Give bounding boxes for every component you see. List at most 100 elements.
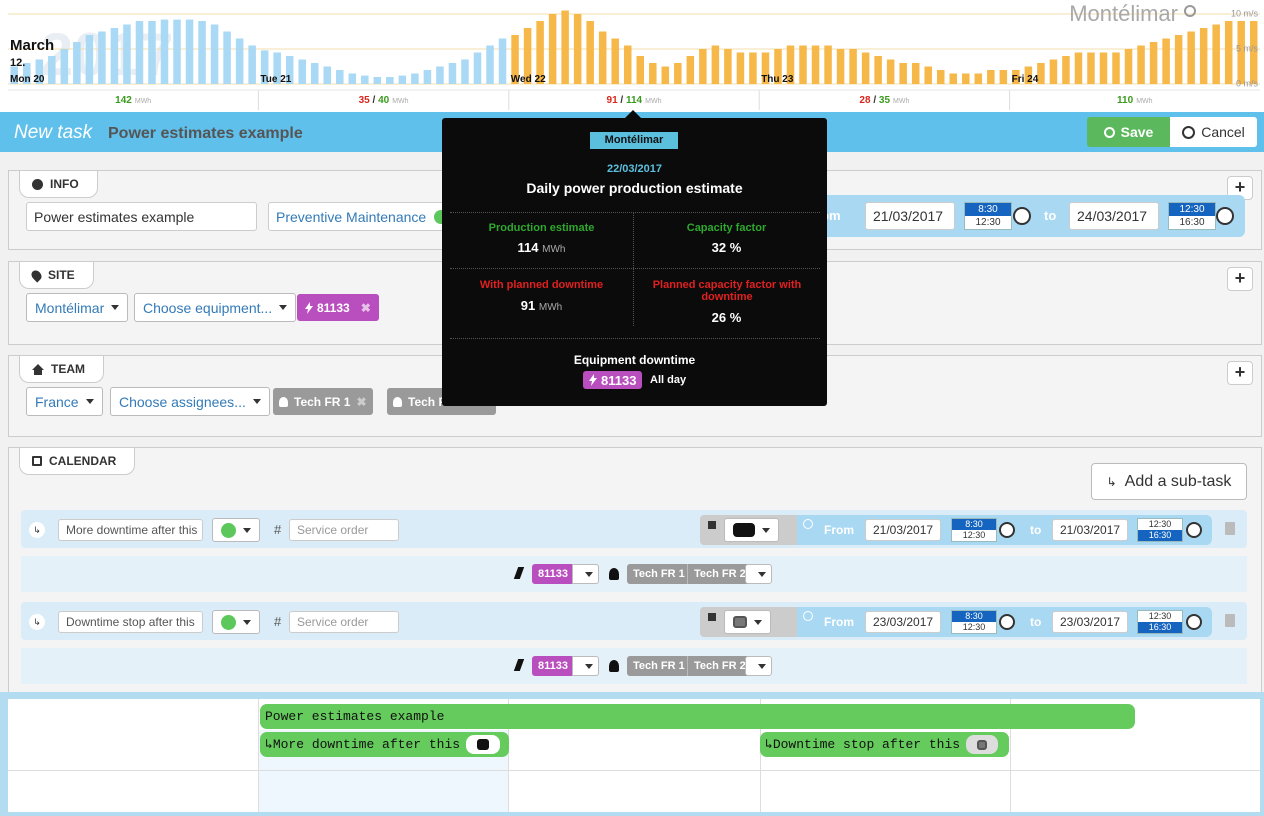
metric-label: With planned downtime [479,279,604,291]
remove[interactable]: ✖ [360,300,371,315]
tooltip-title: Daily power production estimate [526,180,743,196]
bar [473,52,482,84]
team-label: TEAM [51,362,85,376]
trash[interactable] [1225,522,1235,535]
bar [235,38,244,84]
bar [974,73,983,84]
expand-button[interactable]: + [1227,267,1253,291]
status-select[interactable] [724,518,779,542]
bar [411,73,419,84]
add-subtask-button[interactable]: ↳ Add a sub-task [1091,463,1247,500]
arrow [625,110,641,118]
bar [836,49,845,84]
equipment-tag[interactable]: 81133 [532,564,574,584]
gantt-subtask[interactable]: ↳ More downtime after this [260,732,509,757]
from-time[interactable]: 8:30 12:30 [964,202,1012,230]
equipment-dropdown[interactable] [572,564,599,584]
icon [279,396,288,407]
flag [708,521,716,529]
production-value: 35 [359,95,371,106]
remove[interactable]: ✖ [356,394,367,409]
assignee-tag[interactable]: Tech FR 1 [627,656,691,676]
bar [774,49,782,84]
icon [29,267,44,283]
downtime-period: All day [650,374,687,386]
assignee-select[interactable]: Choose assignees... [110,387,270,416]
clock-icon[interactable] [1186,522,1202,538]
bar [649,63,657,84]
clock-icon[interactable] [1013,207,1031,225]
to-date[interactable]: 23/03/2017 [1052,611,1128,633]
add-label: Add a sub-task [1124,472,1232,490]
day-label: Tue 21 [260,74,291,85]
assignee-dropdown[interactable] [745,564,772,584]
from-date[interactable]: 21/03/2017 [865,202,955,230]
bar [1149,42,1158,84]
type-select[interactable]: Preventive Maintenance [268,202,448,231]
bar [85,35,94,84]
from-date[interactable]: 23/03/2017 [865,611,941,633]
bar [73,42,81,84]
subtask-name[interactable]: More downtime after this [58,519,203,541]
gantt-task[interactable]: Power estimates example [260,704,1135,729]
clock-icon[interactable] [1186,614,1202,630]
day-label: Fri 24 [1012,74,1039,85]
color-select[interactable] [212,610,260,634]
production-value: 114 [626,95,643,106]
assignee-tag[interactable]: Tech FR 2 [687,656,752,676]
assignee-tag[interactable]: Tech FR 1 [627,564,691,584]
expand-button[interactable]: + [1227,361,1253,385]
equipment-tag[interactable]: 81133 [532,656,574,676]
trash[interactable] [1225,614,1235,627]
from-time[interactable]: 8:30 12:30 [951,610,997,634]
country-select[interactable]: France [26,387,103,416]
name-input[interactable]: Power estimates example [26,202,257,231]
placeholder: Choose equipment... [143,299,273,316]
equipment-select[interactable]: Choose equipment... [134,293,297,322]
to-time[interactable]: 12:30 16:30 [1137,610,1183,634]
save-button[interactable]: Save [1087,117,1170,147]
unit: MWh [645,98,661,105]
equipment-dropdown[interactable] [572,656,599,676]
cancel-button[interactable]: Cancel [1170,117,1257,147]
label: Downtime stop after this [772,737,961,752]
to-time[interactable]: 12:30 16:30 [1168,202,1216,230]
to-time[interactable]: 12:30 16:30 [1137,518,1183,542]
equipment-tag[interactable]: 81133 ✖ [297,294,379,321]
heading: New task [14,122,93,143]
to-date[interactable]: 24/03/2017 [1069,202,1159,230]
assignee-dropdown[interactable] [745,656,772,676]
refresh-icon[interactable] [1184,5,1196,17]
production-value: 110 [1117,95,1134,106]
bar [1112,52,1120,84]
assignee-tag[interactable]: Tech FR 1 ✖ [273,388,373,415]
bar [248,45,256,84]
value: 32 [711,240,727,255]
clock-icon[interactable] [999,522,1015,538]
bar [285,56,294,84]
service-order[interactable]: Service order [289,611,399,633]
bar [623,45,632,84]
icon [977,739,988,750]
site-select[interactable]: Montélimar [26,293,129,322]
clock-icon[interactable] [999,614,1015,630]
from-time[interactable]: 8:30 12:30 [951,518,997,542]
service-order[interactable]: Service order [289,519,399,541]
unit: MWh [1136,98,1152,105]
day-divider [258,699,259,812]
clock-icon[interactable] [1216,207,1234,225]
assignee-tag[interactable]: Tech FR 2 [687,564,752,584]
cancel-icon [1182,125,1196,139]
from-date[interactable]: 21/03/2017 [865,519,941,541]
subtask-name[interactable]: Downtime stop after this [58,611,203,633]
status-select[interactable] [724,610,771,634]
color-select[interactable] [212,518,260,542]
bar [1137,45,1145,84]
gantt-subtask[interactable]: ↳ Downtime stop after this [760,732,1009,757]
bar [1124,49,1133,84]
bar [1087,52,1095,84]
to-date[interactable]: 21/03/2017 [1052,519,1128,541]
bar [661,66,670,84]
country: France [35,393,79,410]
bar [398,75,407,84]
